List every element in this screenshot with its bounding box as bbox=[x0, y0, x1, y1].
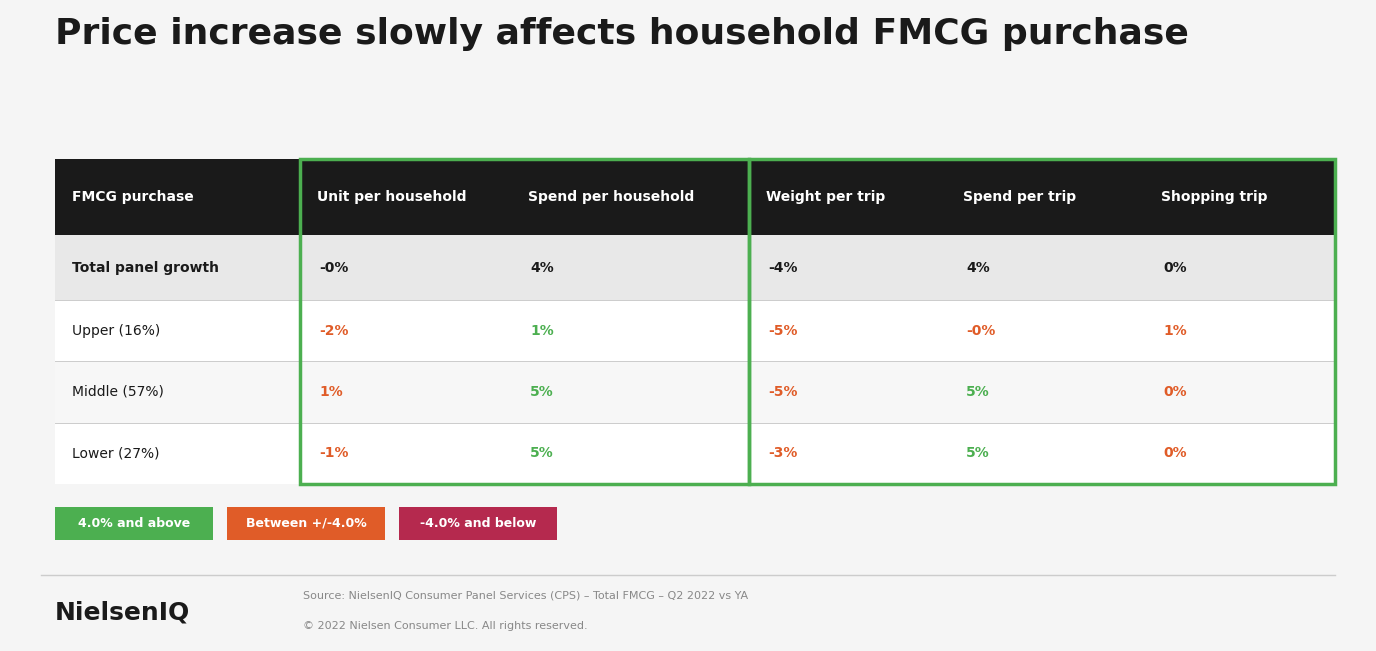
Text: 5%: 5% bbox=[966, 446, 989, 460]
Text: -1%: -1% bbox=[319, 446, 350, 460]
Text: 5%: 5% bbox=[530, 385, 555, 399]
Text: -2%: -2% bbox=[319, 324, 350, 338]
Text: Shopping trip: Shopping trip bbox=[1160, 190, 1267, 204]
Text: 1%: 1% bbox=[1163, 324, 1187, 338]
Text: 1%: 1% bbox=[530, 324, 555, 338]
Bar bbox=[227, 507, 385, 540]
Text: Spend per household: Spend per household bbox=[527, 190, 694, 204]
Text: 0%: 0% bbox=[1163, 385, 1187, 399]
Text: 0%: 0% bbox=[1163, 446, 1187, 460]
Text: Weight per trip: Weight per trip bbox=[766, 190, 885, 204]
Text: -5%: -5% bbox=[769, 385, 798, 399]
Text: Total panel growth: Total panel growth bbox=[72, 260, 219, 275]
Bar bbox=[55, 235, 1335, 300]
Bar bbox=[750, 159, 1335, 484]
Text: 4%: 4% bbox=[530, 260, 555, 275]
Text: -4.0% and below: -4.0% and below bbox=[420, 517, 537, 530]
Text: FMCG purchase: FMCG purchase bbox=[72, 190, 193, 204]
Text: Lower (27%): Lower (27%) bbox=[72, 446, 160, 460]
Text: Source: NielsenIQ Consumer Panel Services (CPS) – Total FMCG – Q2 2022 vs YA: Source: NielsenIQ Consumer Panel Service… bbox=[303, 591, 747, 601]
Text: 4.0% and above: 4.0% and above bbox=[78, 517, 190, 530]
Text: -5%: -5% bbox=[769, 324, 798, 338]
Text: Between +/-4.0%: Between +/-4.0% bbox=[246, 517, 366, 530]
Text: Price increase slowly affects household FMCG purchase: Price increase slowly affects household … bbox=[55, 17, 1189, 51]
Bar bbox=[55, 159, 1335, 235]
Text: 5%: 5% bbox=[530, 446, 555, 460]
Text: -4%: -4% bbox=[769, 260, 798, 275]
Bar bbox=[55, 361, 1335, 422]
Text: 5%: 5% bbox=[966, 385, 989, 399]
Text: -0%: -0% bbox=[319, 260, 348, 275]
Text: Upper (16%): Upper (16%) bbox=[72, 324, 160, 338]
Bar bbox=[55, 300, 1335, 361]
Bar bbox=[399, 507, 557, 540]
Text: © 2022 Nielsen Consumer LLC. All rights reserved.: © 2022 Nielsen Consumer LLC. All rights … bbox=[303, 620, 588, 631]
Text: NielsenIQ: NielsenIQ bbox=[55, 601, 190, 625]
Text: -3%: -3% bbox=[769, 446, 798, 460]
Text: Spend per trip: Spend per trip bbox=[963, 190, 1076, 204]
Bar bbox=[55, 507, 213, 540]
Text: Middle (57%): Middle (57%) bbox=[72, 385, 164, 399]
Text: 0%: 0% bbox=[1163, 260, 1187, 275]
Text: 1%: 1% bbox=[319, 385, 343, 399]
Bar bbox=[55, 422, 1335, 484]
Text: 4%: 4% bbox=[966, 260, 989, 275]
Text: -0%: -0% bbox=[966, 324, 995, 338]
Bar bbox=[300, 159, 750, 484]
Text: Unit per household: Unit per household bbox=[316, 190, 466, 204]
